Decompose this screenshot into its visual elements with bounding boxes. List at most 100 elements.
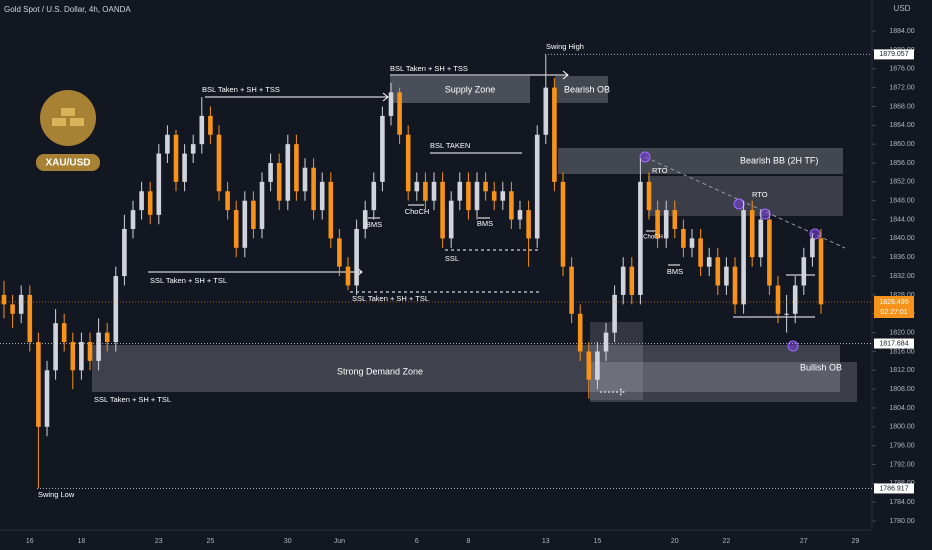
annotation: SSL Taken + SH + TSL bbox=[150, 276, 227, 285]
candle-body bbox=[259, 181, 265, 229]
annotation: Supply Zone bbox=[445, 84, 496, 94]
annotation: Swing High bbox=[546, 42, 584, 51]
candle-body bbox=[10, 304, 15, 314]
x-tick-label: 20 bbox=[671, 538, 679, 545]
candle-body bbox=[276, 163, 282, 201]
candle-body bbox=[225, 191, 230, 211]
x-tick-label: 30 bbox=[284, 538, 292, 545]
candle-body bbox=[775, 285, 781, 314]
candle-body bbox=[526, 210, 531, 239]
candle-body bbox=[689, 238, 695, 248]
candle-body bbox=[268, 163, 273, 182]
supply-zone bbox=[390, 76, 530, 103]
marker bbox=[787, 340, 799, 352]
currency: USD bbox=[894, 4, 911, 13]
y-tick-label: 1868.00 bbox=[889, 103, 914, 110]
candle-body bbox=[345, 266, 351, 286]
y-tick-label: 1884.00 bbox=[889, 28, 914, 35]
last-price-bg bbox=[874, 296, 914, 319]
annotation: BMS bbox=[366, 220, 382, 229]
marker bbox=[759, 208, 771, 220]
candle-body bbox=[466, 181, 471, 211]
last-price: 1826.495 bbox=[879, 299, 908, 306]
candle-body bbox=[620, 266, 626, 295]
candle-body bbox=[500, 191, 506, 201]
y-tick-label: 1840.00 bbox=[889, 235, 914, 242]
annotation: BMS bbox=[667, 267, 683, 276]
candle-body bbox=[629, 266, 635, 295]
candle-body bbox=[560, 181, 566, 267]
candle-body bbox=[104, 332, 110, 343]
candle-body bbox=[113, 276, 119, 343]
y-tick-label: 1836.00 bbox=[889, 254, 914, 261]
candle-body bbox=[552, 87, 557, 182]
bearish-ob-zone bbox=[555, 76, 608, 103]
candle-body bbox=[182, 153, 187, 182]
candle-body bbox=[569, 266, 574, 314]
candle-body bbox=[70, 342, 76, 371]
y-tick-label: 1864.00 bbox=[889, 122, 914, 129]
candle-body bbox=[440, 181, 445, 239]
y-tick-label: 1832.00 bbox=[889, 273, 914, 280]
candle-body bbox=[311, 167, 316, 211]
candle-body bbox=[543, 87, 549, 135]
logo-badge bbox=[36, 154, 100, 171]
candle-body bbox=[285, 144, 291, 201]
x-tick-label: 13 bbox=[542, 538, 550, 545]
annotation: Bullish OB bbox=[800, 362, 842, 372]
price-tag: 1786.917 bbox=[879, 485, 908, 492]
candle-body bbox=[36, 342, 41, 427]
candle-body bbox=[741, 210, 746, 305]
annotation: ChoCH bbox=[405, 207, 430, 216]
candle-body bbox=[801, 257, 807, 286]
candle-body bbox=[1, 294, 7, 305]
annotation: BSL Taken + SH + TSS bbox=[202, 85, 280, 94]
arrow bbox=[205, 92, 389, 102]
candle-body bbox=[534, 134, 540, 239]
y-tick-label: 1848.00 bbox=[889, 198, 914, 205]
candle-body bbox=[371, 181, 377, 211]
candle-body bbox=[139, 191, 144, 211]
y-tick-label: 1856.00 bbox=[889, 160, 914, 167]
candle-body bbox=[577, 313, 583, 352]
candle-body bbox=[715, 257, 721, 286]
y-tick-label: 1812.00 bbox=[889, 367, 914, 374]
candle-body bbox=[491, 191, 497, 201]
candle-body bbox=[706, 257, 712, 267]
candle-body bbox=[79, 342, 84, 371]
y-tick-label: 1844.00 bbox=[889, 216, 914, 223]
price-axis bbox=[872, 0, 932, 550]
x-tick-label: 16 bbox=[26, 538, 34, 545]
candle-body bbox=[328, 181, 334, 239]
x-tick-label: 29 bbox=[852, 538, 860, 545]
candle-body bbox=[423, 181, 428, 201]
candle-body bbox=[749, 210, 755, 258]
y-tick-label: 1860.00 bbox=[889, 141, 914, 148]
annotation: RTO bbox=[752, 190, 768, 199]
candle-body bbox=[147, 191, 153, 215]
candle-body bbox=[483, 181, 488, 192]
y-tick-label: 1876.00 bbox=[889, 66, 914, 73]
candle-body bbox=[767, 219, 772, 286]
candle-body bbox=[681, 228, 686, 248]
annotation: SSL Taken + SH + TSL bbox=[94, 395, 171, 404]
annotation: Bearish OB bbox=[564, 84, 610, 94]
annotation: RTO bbox=[652, 166, 668, 175]
candle-body bbox=[672, 210, 678, 229]
x-tick-label: 23 bbox=[155, 538, 163, 545]
candle-body bbox=[431, 181, 437, 201]
candle-body bbox=[173, 134, 179, 182]
annotation: SSL bbox=[445, 254, 459, 263]
candle-body bbox=[397, 92, 402, 135]
x-tick-label: Jun bbox=[334, 538, 345, 545]
annotation: Swing Low bbox=[38, 490, 75, 499]
candle-body bbox=[242, 200, 248, 248]
rto-zone bbox=[648, 176, 843, 216]
candle-body bbox=[380, 115, 385, 182]
y-tick-label: 1816.00 bbox=[889, 348, 914, 355]
marker bbox=[733, 198, 745, 210]
candle-body bbox=[758, 219, 764, 258]
